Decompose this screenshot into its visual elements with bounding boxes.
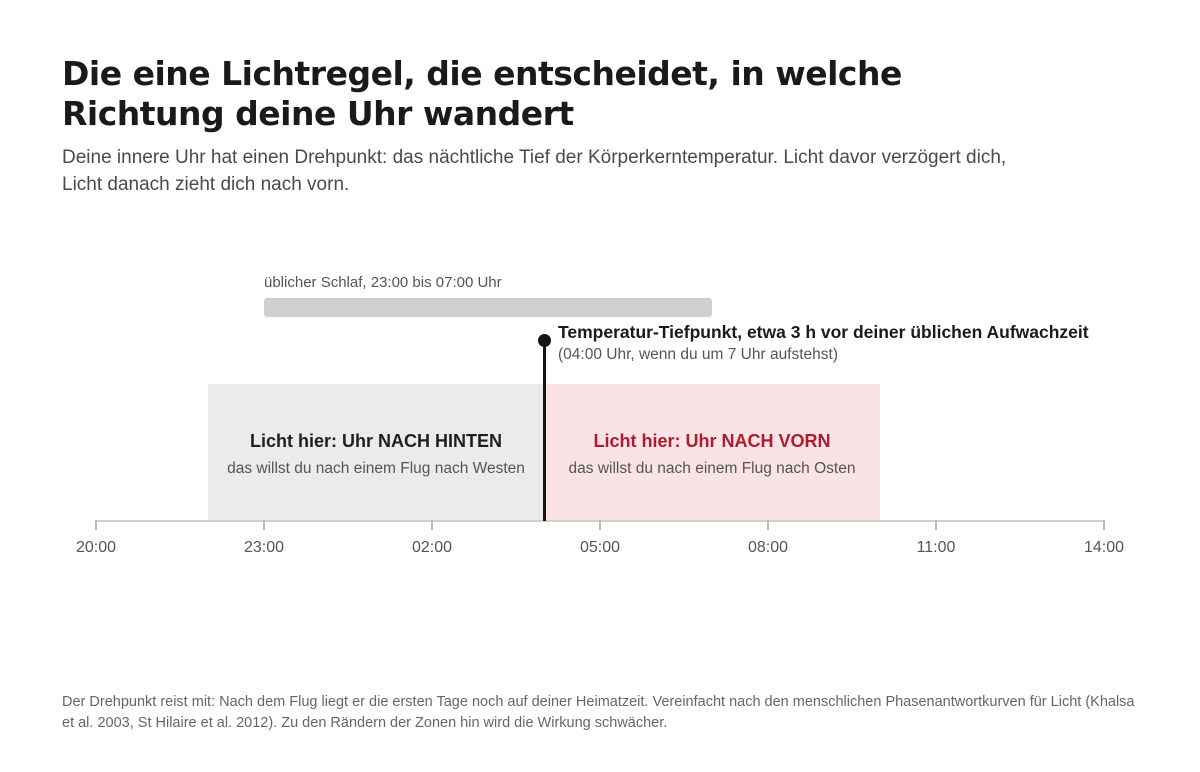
axis-tick	[95, 520, 97, 530]
axis-tick-label: 14:00	[1083, 539, 1125, 556]
zone-delay-title: Licht hier: Uhr NACH HINTEN	[250, 431, 502, 451]
page-title: Die eine Lichtregel, die entscheidet, in…	[62, 54, 902, 133]
pivot-marker-line	[542, 341, 546, 521]
pivot-title: Temperatur-Tiefpunkt, etwa 3 h vor deine…	[558, 322, 1089, 342]
sleep-label: üblicher Schlaf, 23:00 bis 07:00 Uhr	[264, 274, 502, 291]
axis-tick	[767, 520, 769, 530]
zone-delay-subtitle: das willst du nach einem Flug nach Weste…	[227, 460, 525, 477]
axis-tick-label: 11:00	[916, 539, 956, 556]
page-subtitle: Deine innere Uhr hat einen Drehpunkt: da…	[62, 147, 1007, 195]
axis-tick	[1103, 520, 1105, 530]
axis-tick-label: 02:00	[411, 539, 453, 556]
axis-tick	[431, 520, 433, 530]
zone-advance-text: Licht hier: Uhr NACH VORN das willst du …	[544, 430, 880, 478]
footnote: Der Drehpunkt reist mit: Nach dem Flug l…	[62, 694, 1135, 731]
axis-tick-label: 05:00	[579, 539, 621, 556]
axis-tick-label: 20:00	[75, 539, 117, 556]
axis-tick	[263, 520, 265, 530]
zone-advance-subtitle: das willst du nach einem Flug nach Osten	[568, 460, 856, 477]
pivot-subtitle: (04:00 Uhr, wenn du um 7 Uhr aufstehst)	[558, 346, 839, 363]
zone-advance: Licht hier: Uhr NACH VORN das willst du …	[544, 384, 880, 521]
timeline-diagram: üblicher Schlaf, 23:00 bis 07:00 Uhr Lic…	[75, 274, 1125, 556]
zone-delay: Licht hier: Uhr NACH HINTEN das willst d…	[208, 384, 544, 521]
axis-tick-label: 23:00	[243, 539, 285, 556]
axis-tick	[599, 520, 601, 530]
axis-tick-label: 08:00	[747, 539, 789, 556]
zone-advance-title: Licht hier: Uhr NACH VORN	[593, 431, 831, 451]
pivot-marker-dot	[537, 334, 551, 347]
axis-tick	[935, 520, 937, 530]
sleep-bar	[264, 298, 712, 317]
zone-delay-text: Licht hier: Uhr NACH HINTEN das willst d…	[208, 430, 544, 478]
